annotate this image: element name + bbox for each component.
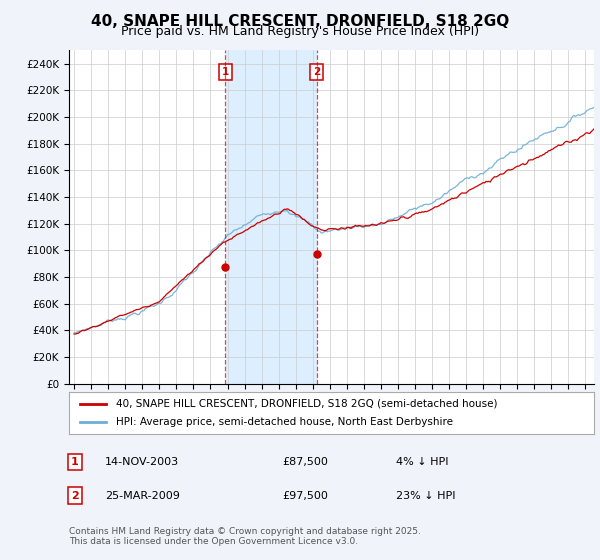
Text: 1: 1 (71, 457, 79, 467)
Text: 40, SNAPE HILL CRESCENT, DRONFIELD, S18 2GQ (semi-detached house): 40, SNAPE HILL CRESCENT, DRONFIELD, S18 … (116, 399, 498, 409)
Text: 25-MAR-2009: 25-MAR-2009 (105, 491, 180, 501)
Text: 2: 2 (313, 67, 320, 77)
Text: 1: 1 (221, 67, 229, 77)
Text: 14-NOV-2003: 14-NOV-2003 (105, 457, 179, 467)
Text: 23% ↓ HPI: 23% ↓ HPI (396, 491, 455, 501)
Text: £97,500: £97,500 (282, 491, 328, 501)
Text: 2: 2 (71, 491, 79, 501)
Text: 4% ↓ HPI: 4% ↓ HPI (396, 457, 449, 467)
Text: Price paid vs. HM Land Registry's House Price Index (HPI): Price paid vs. HM Land Registry's House … (121, 25, 479, 38)
Text: Contains HM Land Registry data © Crown copyright and database right 2025.
This d: Contains HM Land Registry data © Crown c… (69, 527, 421, 546)
Text: £87,500: £87,500 (282, 457, 328, 467)
Text: 40, SNAPE HILL CRESCENT, DRONFIELD, S18 2GQ: 40, SNAPE HILL CRESCENT, DRONFIELD, S18 … (91, 14, 509, 29)
Text: HPI: Average price, semi-detached house, North East Derbyshire: HPI: Average price, semi-detached house,… (116, 417, 453, 427)
